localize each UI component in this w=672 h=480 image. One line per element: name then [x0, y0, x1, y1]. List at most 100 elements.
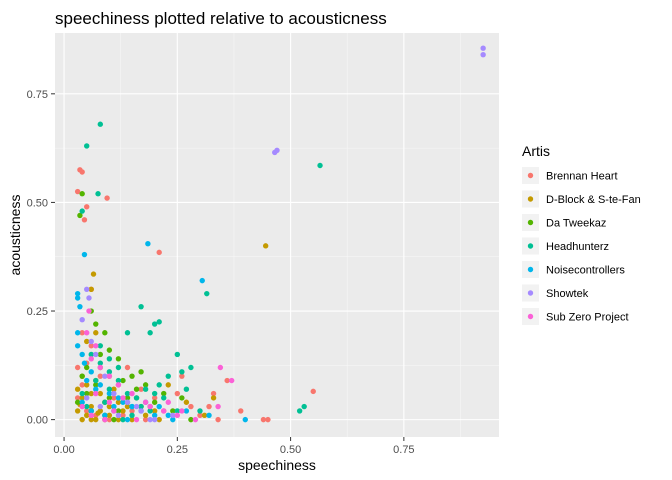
point-showtek — [111, 390, 117, 397]
point-d-block-s-te-fan — [111, 386, 117, 392]
point-brennan-heart — [84, 204, 90, 210]
point-brennan-heart — [74, 364, 81, 371]
point-brennan-heart — [238, 408, 244, 414]
point-headhunterz — [138, 303, 144, 310]
point-headhunterz — [151, 390, 158, 397]
point-headhunterz — [115, 377, 122, 384]
point-brennan-heart — [179, 373, 185, 379]
point-d-block-s-te-fan — [106, 412, 113, 418]
point-headhunterz — [197, 408, 203, 414]
point-brennan-heart — [210, 390, 217, 397]
point-brennan-heart — [124, 364, 131, 371]
y-tick-label: 0.75 — [27, 89, 48, 101]
point-sub-zero-project — [102, 416, 108, 423]
point-headhunterz — [120, 416, 126, 423]
point-showtek — [79, 317, 85, 323]
point-showtek — [102, 373, 108, 379]
point-d-block-s-te-fan — [124, 403, 131, 410]
point-brennan-heart — [84, 408, 90, 414]
point-sub-zero-project — [88, 412, 94, 418]
point-noisecontrollers — [165, 412, 171, 418]
point-brennan-heart — [142, 416, 149, 423]
point-brennan-heart — [224, 377, 230, 384]
point-d-block-s-te-fan — [97, 390, 104, 397]
point-sub-zero-project — [115, 382, 122, 388]
legend-label-d-block-s-te-fan: D-Block & S-te-Fan — [546, 194, 641, 206]
point-da-tweekaz — [151, 399, 158, 405]
point-da-tweekaz — [111, 416, 117, 423]
point-sub-zero-project — [93, 343, 99, 349]
point-noisecontrollers — [74, 330, 81, 336]
point-d-block-s-te-fan — [129, 416, 135, 423]
point-headhunterz — [147, 408, 153, 414]
x-axis-title: speechiness — [238, 457, 316, 473]
point-sub-zero-project — [174, 412, 181, 418]
legend-label-da-tweekaz: Da Tweekaz — [546, 218, 606, 230]
point-headhunterz — [124, 330, 131, 336]
point-headhunterz — [156, 319, 162, 325]
point-d-block-s-te-fan — [262, 243, 269, 249]
point-showtek — [151, 416, 158, 423]
point-noisecontrollers — [81, 360, 88, 366]
point-d-block-s-te-fan — [183, 399, 190, 405]
point-headhunterz — [179, 369, 185, 375]
point-showtek — [138, 408, 144, 414]
point-d-block-s-te-fan — [95, 410, 101, 416]
point-noisecontrollers — [97, 382, 104, 388]
point-brennan-heart — [188, 403, 194, 410]
point-showtek — [480, 45, 486, 51]
point-headhunterz — [84, 403, 90, 410]
legend-title: Artis — [522, 143, 550, 159]
point-sub-zero-project — [217, 364, 224, 371]
point-d-block-s-te-fan — [88, 390, 94, 397]
point-noisecontrollers — [88, 408, 94, 414]
point-sub-zero-project — [106, 373, 113, 379]
point-noisecontrollers — [77, 303, 83, 310]
point-headhunterz — [79, 208, 85, 214]
data-points — [74, 45, 486, 423]
point-da-tweekaz — [74, 399, 81, 405]
point-sub-zero-project — [93, 390, 99, 397]
point-d-block-s-te-fan — [84, 338, 90, 345]
point-sub-zero-project — [161, 408, 167, 414]
point-headhunterz — [156, 382, 162, 388]
point-headhunterz — [165, 373, 171, 379]
point-headhunterz — [88, 351, 94, 358]
point-da-tweekaz — [79, 373, 85, 379]
point-d-block-s-te-fan — [106, 403, 113, 410]
point-headhunterz — [93, 377, 99, 384]
x-axis: 0.00 0.25 0.50 0.75 — [53, 437, 415, 456]
point-showtek — [84, 395, 90, 401]
point-d-block-s-te-fan — [142, 412, 149, 418]
point-da-tweekaz — [133, 386, 140, 392]
point-headhunterz — [124, 390, 131, 397]
point-noisecontrollers — [106, 390, 113, 397]
point-headhunterz — [296, 408, 303, 414]
point-sub-zero-project — [228, 377, 235, 384]
point-sub-zero-project — [147, 403, 153, 410]
point-noisecontrollers — [115, 395, 122, 401]
legend-label-showtek: Showtek — [546, 288, 589, 300]
point-noisecontrollers — [170, 416, 176, 423]
point-headhunterz — [147, 330, 153, 336]
point-noisecontrollers — [79, 399, 85, 405]
point-d-block-s-te-fan — [88, 286, 94, 293]
point-noisecontrollers — [124, 416, 131, 423]
point-brennan-heart — [260, 416, 267, 423]
point-headhunterz — [161, 395, 167, 401]
point-sub-zero-project — [97, 364, 104, 371]
point-showtek — [97, 403, 104, 410]
point-brennan-heart — [74, 395, 81, 401]
y-axis: 0.00 0.25 0.50 0.75 — [27, 89, 55, 427]
point-brennan-heart — [206, 403, 212, 410]
point-showtek — [84, 286, 90, 293]
point-d-block-s-te-fan — [79, 416, 85, 423]
point-sub-zero-project — [88, 356, 94, 362]
y-axis-title: acousticness — [7, 195, 23, 276]
point-brennan-heart — [174, 390, 181, 397]
legend-swatch-showtek — [527, 290, 534, 296]
point-headhunterz — [115, 364, 122, 371]
point-sub-zero-project — [84, 330, 90, 336]
point-headhunterz — [97, 121, 104, 127]
point-brennan-heart — [74, 188, 81, 195]
